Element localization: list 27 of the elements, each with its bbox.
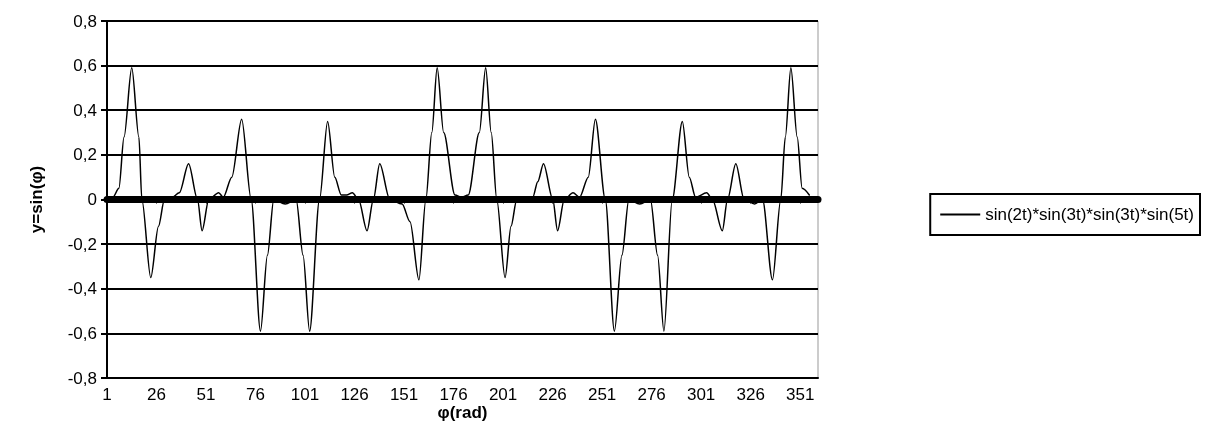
x-tick-label: 1 bbox=[102, 385, 112, 404]
x-tick-label: 101 bbox=[290, 385, 320, 404]
x-tick-label: 226 bbox=[538, 385, 567, 404]
legend-label: sin(2t)*sin(3t)*sin(3t)*sin(5t) bbox=[985, 205, 1195, 224]
x-axis-title: φ(rad) bbox=[437, 403, 488, 422]
x-tick-label: 26 bbox=[147, 385, 166, 404]
x-tick-label: 126 bbox=[340, 385, 369, 404]
x-tick-label: 276 bbox=[637, 385, 666, 404]
y-tick-label: -0,4 bbox=[67, 279, 97, 299]
x-tick-label: 151 bbox=[389, 385, 419, 404]
x-tick-label: 326 bbox=[736, 385, 765, 404]
x-tick-label: 176 bbox=[439, 385, 468, 404]
y-axis-title: y=sin(φ) bbox=[27, 165, 46, 234]
x-tick-label: 51 bbox=[196, 385, 216, 404]
y-tick-label: -0,8 bbox=[67, 368, 97, 388]
x-tick-label: 351 bbox=[785, 385, 815, 404]
y-tick-label: -0,2 bbox=[67, 234, 97, 254]
y-tick-label: 0 bbox=[87, 190, 97, 209]
y-tick-label: -0,6 bbox=[67, 323, 97, 343]
y-tick-label: 0,4 bbox=[73, 100, 97, 120]
y-tick-label: 0,6 bbox=[73, 56, 97, 76]
x-tick-label: 201 bbox=[488, 385, 518, 404]
x-tick-label: 301 bbox=[686, 385, 716, 404]
x-tick-label: 76 bbox=[246, 385, 265, 404]
y-tick-label: 0,2 bbox=[73, 145, 97, 165]
y-tick-label: 0,8 bbox=[73, 11, 97, 31]
x-tick-label: 251 bbox=[587, 385, 617, 404]
